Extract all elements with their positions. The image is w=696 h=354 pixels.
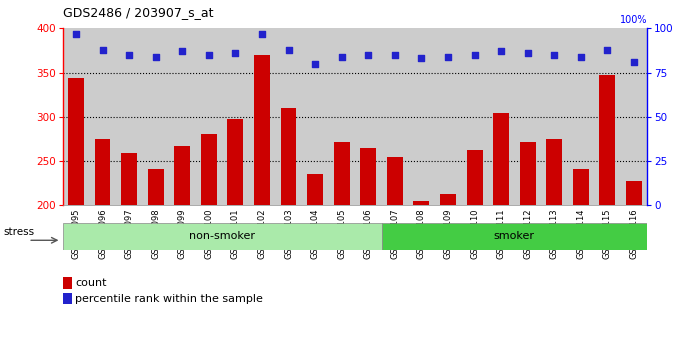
Point (283, 47, 294, 52)
Text: GDS2486 / 203907_s_at: GDS2486 / 203907_s_at (63, 6, 213, 19)
Point (310, 61, 321, 67)
Bar (95, 139, 111, 205)
Point (469, 52, 480, 58)
Text: smoker: smoker (494, 231, 535, 241)
Text: count: count (75, 278, 106, 288)
Point (443, 54, 454, 59)
Bar (546, 139, 562, 205)
Bar (466, 149, 482, 205)
Point (230, 50, 241, 56)
Bar (440, 194, 456, 205)
Point (256, 31, 267, 36)
Point (336, 54, 347, 59)
Bar (228, 120, 244, 205)
Bar (307, 175, 323, 205)
Text: stress: stress (3, 227, 34, 237)
Point (602, 47, 613, 52)
Point (576, 54, 587, 59)
Bar (413, 201, 429, 205)
Bar (626, 181, 642, 205)
Bar (280, 108, 296, 205)
Point (70, 31, 81, 36)
Text: non-smoker: non-smoker (189, 231, 255, 241)
Point (548, 52, 560, 58)
Point (628, 59, 640, 65)
Point (389, 52, 400, 58)
Bar (148, 169, 164, 205)
Point (363, 52, 374, 58)
Bar (254, 55, 270, 205)
Bar (387, 156, 403, 205)
Bar (573, 169, 589, 205)
Bar (333, 143, 349, 205)
Bar (381, 223, 647, 250)
Text: percentile rank within the sample: percentile rank within the sample (75, 294, 263, 304)
Point (522, 50, 533, 56)
Text: 100%: 100% (619, 15, 647, 25)
Point (177, 48, 188, 54)
Bar (121, 153, 137, 205)
Bar (201, 133, 216, 205)
Bar (68, 78, 84, 205)
Bar (599, 75, 615, 205)
Point (203, 52, 214, 58)
Bar (63, 223, 381, 250)
Bar (493, 113, 509, 205)
Point (150, 54, 161, 59)
Point (416, 56, 427, 61)
Bar (520, 142, 536, 205)
Bar (174, 146, 190, 205)
Bar (361, 148, 377, 205)
Point (496, 48, 507, 54)
Point (97, 47, 108, 52)
Point (123, 52, 134, 58)
